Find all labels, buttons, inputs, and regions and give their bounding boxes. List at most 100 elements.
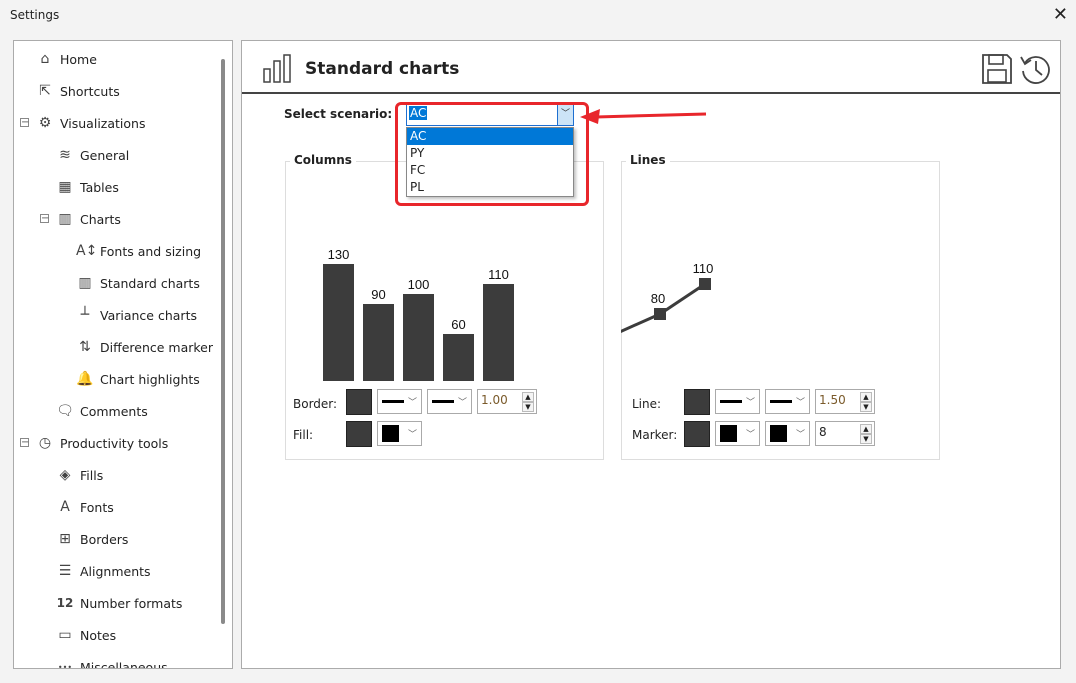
series-line xyxy=(621,282,706,333)
marker-size-stepper[interactable]: 8 ▲ ▼ xyxy=(815,421,875,446)
decrement-button[interactable]: ▼ xyxy=(522,402,534,412)
chevron-down-icon: ﹀ xyxy=(795,398,805,408)
more-icon: ••• xyxy=(57,662,73,669)
sidebar-item-standard-charts[interactable]: ▥ Standard charts xyxy=(76,272,199,294)
sidebar-item-fonts[interactable]: A Fonts xyxy=(56,496,114,518)
data-label: 110 xyxy=(693,261,714,276)
annotation-arrow-icon xyxy=(580,109,707,124)
sidebar-item-label: Fills xyxy=(80,467,104,483)
sidebar-item-miscellaneous[interactable]: ••• Miscellaneous xyxy=(56,656,168,669)
sidebar-item-productivity-tools[interactable]: ◷ Productivity tools xyxy=(36,432,168,454)
sidebar-item-chart-highlights[interactable]: 🔔 Chart highlights xyxy=(76,368,200,390)
line-style-icon xyxy=(432,400,454,403)
sidebar-scrollbar[interactable] xyxy=(221,59,225,624)
marker-color-picker[interactable] xyxy=(684,421,710,447)
sidebar-item-fills[interactable]: ◈ Fills xyxy=(56,464,104,486)
border-width-stepper[interactable]: 1.00 ▲ ▼ xyxy=(477,389,537,414)
border-label: Border: xyxy=(293,397,338,411)
sidebar-item-notes[interactable]: ▭ Notes xyxy=(56,624,116,646)
fill-label: Fill: xyxy=(293,428,314,442)
collapse-toggle[interactable]: − xyxy=(20,437,30,448)
decrement-button[interactable]: ▼ xyxy=(860,434,872,444)
visualizations-icon: ⚙ xyxy=(38,115,52,131)
border-style-dropdown[interactable]: ﹀ xyxy=(377,389,422,414)
sidebar-item-charts[interactable]: ▥ Charts xyxy=(56,208,121,230)
fill-pattern-dropdown[interactable]: ﹀ xyxy=(377,421,422,446)
chevron-down-icon: ﹀ xyxy=(795,430,805,440)
title-bar: Settings ✕ xyxy=(0,0,1076,32)
marker-swatch-icon xyxy=(770,425,787,442)
bar xyxy=(483,284,514,381)
line-dash-dropdown[interactable]: ﹀ xyxy=(765,389,810,414)
chevron-down-icon[interactable]: ﹀ xyxy=(557,103,573,125)
sidebar-item-label: Fonts xyxy=(80,499,114,515)
sidebar-item-home[interactable]: ⌂ Home xyxy=(36,48,97,70)
increment-button[interactable]: ▲ xyxy=(860,392,872,402)
scenario-option[interactable]: PL xyxy=(410,180,424,194)
sidebar-item-difference-marker[interactable]: ⇅ Difference marker xyxy=(76,336,213,358)
font-icon: A xyxy=(60,499,70,515)
chevron-down-icon: ﹀ xyxy=(457,398,467,408)
sidebar-item-shortcuts[interactable]: ⇱ Shortcuts xyxy=(36,80,120,102)
decrement-button[interactable]: ▼ xyxy=(860,402,872,412)
bar xyxy=(403,294,434,381)
save-icon[interactable] xyxy=(981,53,1013,85)
fill-color-picker[interactable] xyxy=(346,421,372,447)
collapse-toggle[interactable]: − xyxy=(40,213,50,224)
sidebar-item-label: Visualizations xyxy=(60,115,146,131)
marker xyxy=(699,278,711,290)
sidebar-item-fonts-and-sizing[interactable]: A↕ Fonts and sizing xyxy=(76,240,201,262)
scenario-option[interactable]: AC xyxy=(407,128,573,145)
highlight-box xyxy=(395,102,589,206)
sidebar-item-visualizations[interactable]: ⚙ Visualizations xyxy=(36,112,146,134)
scenario-select[interactable]: AC ﹀ xyxy=(406,102,574,126)
columns-group-title: Columns xyxy=(290,153,356,167)
increment-button[interactable]: ▲ xyxy=(522,392,534,402)
variance-chart-icon: ┴ xyxy=(80,307,90,323)
home-icon: ⌂ xyxy=(40,51,50,67)
sidebar-item-number-formats[interactable]: 12 Number formats xyxy=(56,592,183,614)
sidebar-item-general[interactable]: ≋ General xyxy=(56,144,129,166)
sidebar-item-label: Difference marker xyxy=(100,339,214,355)
collapse-toggle[interactable]: − xyxy=(20,117,30,128)
layers-icon: ≋ xyxy=(59,147,71,163)
line-width-stepper[interactable]: 1.50 ▲ ▼ xyxy=(815,389,875,414)
sidebar-item-borders[interactable]: ⊞ Borders xyxy=(56,528,128,550)
chevron-down-icon: ﹀ xyxy=(745,398,755,408)
bar xyxy=(443,334,474,381)
scenario-label: Select scenario: xyxy=(284,107,393,121)
data-label: 130 xyxy=(328,247,350,262)
scenario-select-value: AC xyxy=(409,106,428,120)
marker-label: Marker: xyxy=(632,428,678,442)
cursor-icon: ⇱ xyxy=(39,83,51,99)
bar-chart-icon: ▥ xyxy=(58,211,72,227)
sidebar-item-label: Fonts and sizing xyxy=(100,243,202,259)
line-color-picker[interactable] xyxy=(684,389,710,415)
sidebar-item-label: Tables xyxy=(80,179,119,195)
page-title: Standard charts xyxy=(305,59,460,79)
fill-swatch-icon xyxy=(382,425,399,442)
sidebar-item-label: Comments xyxy=(80,403,148,419)
clock-icon: ◷ xyxy=(38,435,52,451)
marker-fill-dropdown[interactable]: ﹀ xyxy=(765,421,810,446)
scenario-option[interactable]: FC xyxy=(410,163,426,177)
data-label: 90 xyxy=(371,287,385,302)
scenario-option[interactable]: PY xyxy=(410,146,425,160)
sidebar-item-tables[interactable]: ▦ Tables xyxy=(56,176,119,198)
sidebar-item-alignments[interactable]: ☰ Alignments xyxy=(56,560,151,582)
increment-button[interactable]: ▲ xyxy=(860,424,872,434)
lines-group-title: Lines xyxy=(626,153,670,167)
line-label: Line: xyxy=(632,397,662,411)
border-dash-dropdown[interactable]: ﹀ xyxy=(427,389,472,414)
sidebar-item-comments[interactable]: 🗨 Comments xyxy=(56,400,148,422)
line-style-dropdown[interactable]: ﹀ xyxy=(715,389,760,414)
chevron-down-icon: ﹀ xyxy=(407,398,417,408)
borders-icon: ⊞ xyxy=(59,531,71,547)
sidebar-item-label: Productivity tools xyxy=(60,435,169,451)
reset-history-icon[interactable] xyxy=(1019,53,1053,85)
border-color-picker[interactable] xyxy=(346,389,372,415)
sidebar-item-variance-charts[interactable]: ┴ Variance charts xyxy=(76,304,197,326)
marker-shape-dropdown[interactable]: ﹀ xyxy=(715,421,760,446)
close-button[interactable]: ✕ xyxy=(1052,4,1068,25)
line-style-icon xyxy=(770,400,792,403)
